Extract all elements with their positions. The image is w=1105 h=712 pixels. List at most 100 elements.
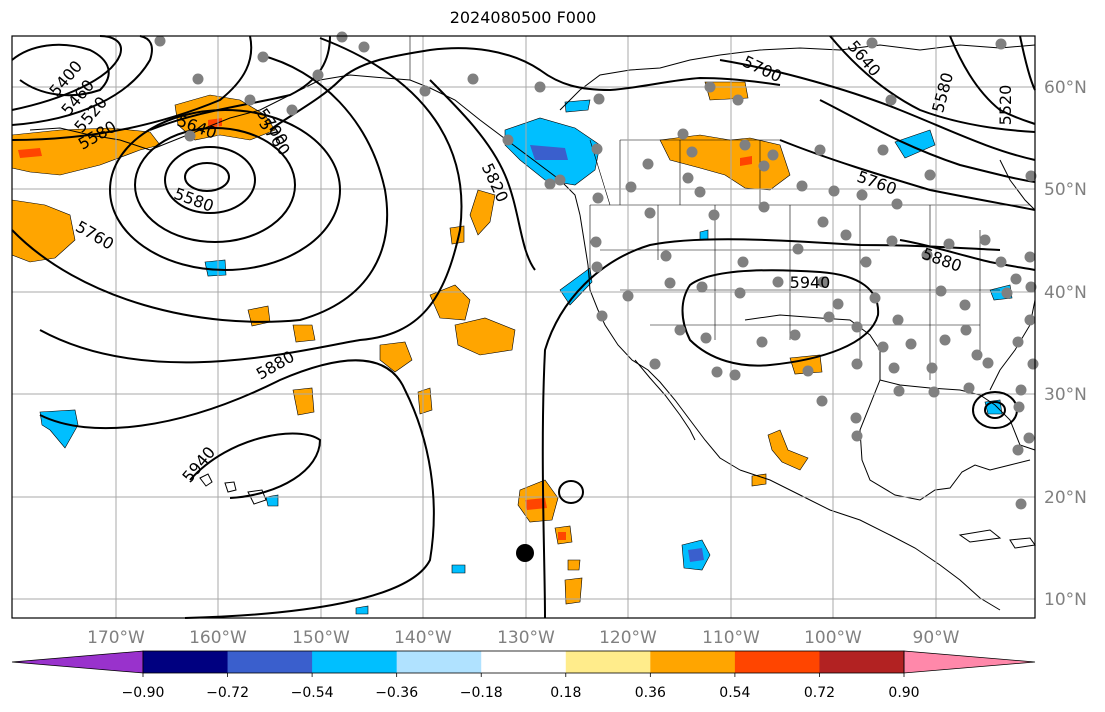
- station-marker: [796, 180, 808, 192]
- storm-center-marker: [516, 544, 534, 562]
- colorbar-tick-label: −0.36: [375, 685, 418, 701]
- station-marker: [554, 174, 566, 186]
- station-markers: [154, 31, 1039, 510]
- colorbar-extend-high: [903, 650, 1036, 674]
- station-marker: [1027, 358, 1039, 370]
- station-marker: [664, 277, 676, 289]
- lon-tick-label: 140°W: [394, 628, 452, 648]
- station-marker: [1015, 384, 1027, 396]
- lat-tick-label: 20°N: [1044, 488, 1087, 508]
- station-marker: [886, 235, 898, 247]
- station-marker: [1012, 444, 1024, 456]
- longitude-axis: 170°W 160°W 150°W 140°W 130°W 120°W 110°W 100°W…: [87, 628, 960, 648]
- station-marker: [596, 310, 608, 322]
- station-marker: [758, 160, 770, 172]
- station-marker: [642, 158, 654, 170]
- station-marker: [732, 94, 744, 106]
- station-marker: [729, 369, 741, 381]
- lon-tick-label: 130°W: [497, 628, 555, 648]
- station-marker: [877, 341, 889, 353]
- station-marker: [814, 144, 826, 156]
- station-marker: [708, 209, 720, 221]
- station-marker: [467, 73, 479, 85]
- lon-tick-label: 150°W: [292, 628, 350, 648]
- contour-label: 5940: [790, 273, 831, 292]
- station-marker: [924, 169, 936, 181]
- station-marker: [1025, 281, 1037, 293]
- lon-tick-label: 100°W: [804, 628, 862, 648]
- colorbar-extend-low: [11, 650, 144, 674]
- station-marker: [921, 249, 933, 261]
- lon-tick-label: 120°W: [599, 628, 657, 648]
- lat-lon-grid: [12, 36, 1035, 618]
- station-marker: [682, 172, 694, 184]
- station-marker: [817, 216, 829, 228]
- station-marker: [358, 41, 370, 53]
- station-marker: [905, 338, 917, 350]
- station-marker: [1024, 251, 1036, 263]
- colorbar-bin: [819, 651, 905, 673]
- station-marker: [891, 198, 903, 210]
- station-marker: [534, 81, 546, 93]
- station-marker: [677, 128, 689, 140]
- station-marker: [686, 146, 698, 158]
- station-marker: [625, 181, 637, 193]
- station-marker: [1010, 273, 1022, 285]
- colorbar-bin: [481, 651, 567, 673]
- station-marker: [789, 329, 801, 341]
- colorbar-tick-label: 0.36: [635, 685, 666, 701]
- station-marker: [649, 358, 661, 370]
- station-marker: [860, 256, 872, 268]
- lon-tick-label: 110°W: [702, 628, 760, 648]
- station-marker: [851, 358, 863, 370]
- station-marker: [592, 192, 604, 204]
- station-marker: [1024, 314, 1036, 326]
- station-marker: [644, 207, 656, 219]
- station-marker: [1012, 336, 1024, 348]
- colorbar-tick-label: 0.54: [719, 685, 750, 701]
- station-marker: [257, 51, 269, 63]
- colorbar-bin: [227, 651, 313, 673]
- station-marker: [885, 94, 897, 106]
- station-marker: [1023, 432, 1035, 444]
- station-marker: [700, 332, 712, 344]
- station-marker: [817, 276, 829, 288]
- station-marker: [192, 73, 204, 85]
- station-marker: [184, 130, 196, 142]
- station-marker: [888, 362, 900, 374]
- station-marker: [336, 31, 348, 43]
- colorbar-tick-label: 0.90: [888, 685, 919, 701]
- station-marker: [312, 69, 324, 81]
- lat-tick-label: 60°N: [1044, 78, 1087, 98]
- station-marker: [971, 349, 983, 361]
- colorbar-bin: [650, 651, 736, 673]
- station-marker: [856, 189, 868, 201]
- station-marker: [802, 365, 814, 377]
- station-marker: [959, 299, 971, 311]
- map-border: [11, 35, 1036, 619]
- colorbar-bin: [565, 651, 651, 673]
- colorbar-tick-label: −0.54: [291, 685, 334, 701]
- station-marker: [767, 149, 779, 161]
- political-borders: [409, 36, 1030, 380]
- station-marker: [869, 292, 881, 304]
- colorbar-bin: [312, 651, 398, 673]
- station-marker: [943, 238, 955, 250]
- station-marker: [756, 336, 768, 348]
- station-marker: [286, 104, 298, 116]
- station-marker: [419, 85, 431, 97]
- station-marker: [892, 314, 904, 326]
- colorbar-bin: [396, 651, 482, 673]
- station-marker: [737, 256, 749, 268]
- station-marker: [893, 385, 905, 397]
- station-marker: [1001, 287, 1013, 299]
- station-marker: [591, 261, 603, 273]
- geopotential-contours: [11, 35, 1036, 619]
- station-marker: [244, 94, 256, 106]
- station-marker: [935, 285, 947, 297]
- station-marker: [939, 334, 951, 346]
- station-marker: [828, 185, 840, 197]
- station-marker: [704, 81, 716, 93]
- station-marker: [696, 281, 708, 293]
